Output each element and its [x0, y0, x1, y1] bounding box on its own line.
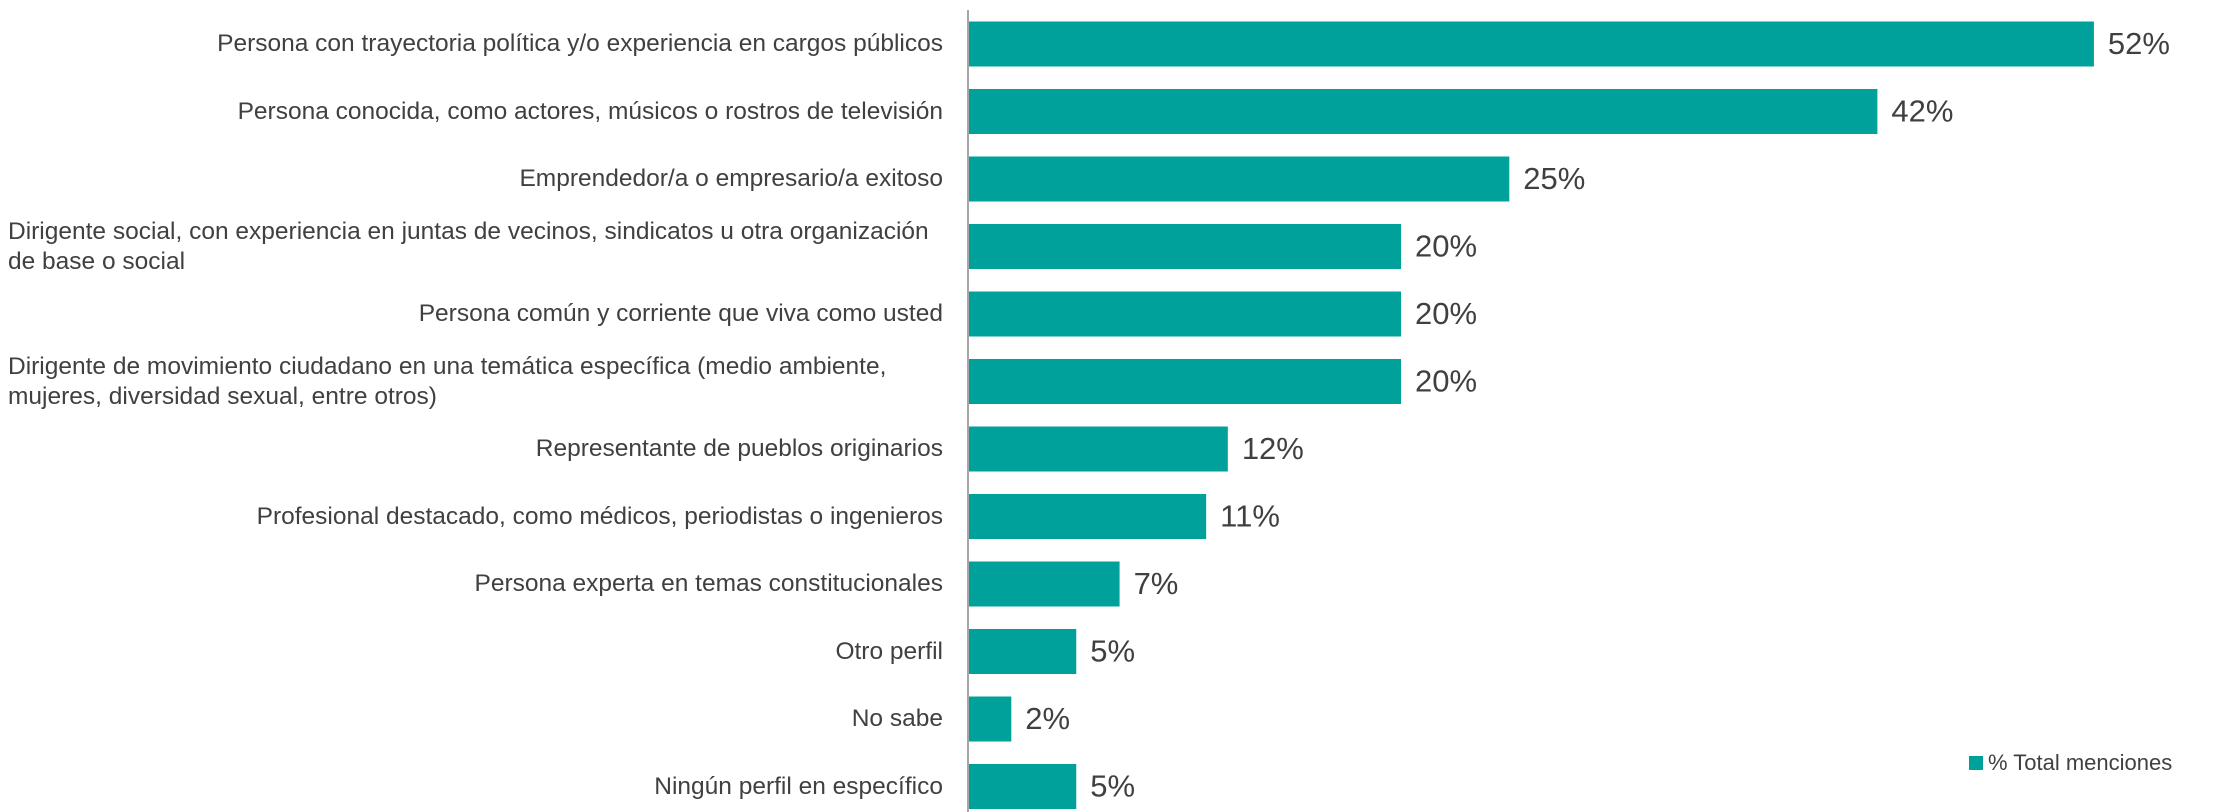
bar [968, 21, 2094, 67]
category-label: Representante de pueblos originarios [536, 416, 943, 483]
category-text: Emprendedor/a o empresario/a exitoso [519, 165, 943, 192]
category-label: Persona común y corriente que viva como … [419, 281, 943, 348]
bar [968, 629, 1077, 674]
category-label: Persona con trayectoria política y/o exp… [217, 11, 943, 78]
data-label: 20% [1415, 229, 1477, 264]
category-label: Dirigente de movimiento ciudadano en una… [8, 348, 943, 415]
data-label: 42% [1891, 94, 1953, 129]
category-label: Ningún perfil en específico [654, 753, 943, 812]
category-text: Otro perfil [835, 637, 943, 665]
bar [968, 156, 1510, 202]
category-text: Persona experta en temas constitucionale… [474, 570, 944, 597]
category-text: Representante de pueblos originarios [535, 435, 943, 462]
category-text: Persona con trayectoria política y/o exp… [217, 30, 943, 57]
data-label: 11% [1220, 499, 1280, 534]
data-label: 5% [1090, 769, 1135, 804]
category-label: No sabe [852, 686, 943, 753]
category-text: Profesional destacado, como médicos, per… [256, 502, 943, 530]
category-text: No sabe [851, 705, 943, 732]
bar [968, 494, 1207, 539]
category-text: Dirigente social, con experiencia en jun… [8, 217, 929, 275]
category-label: Persona conocida, como actores, músicos … [238, 78, 943, 145]
category-text: Dirigente de movimiento ciudadano en una… [8, 352, 887, 410]
bar [968, 224, 1402, 269]
category-label: Profesional destacado, como médicos, per… [257, 483, 943, 550]
data-label: 20% [1415, 364, 1477, 399]
data-label: 25% [1523, 161, 1585, 196]
category-label: Persona experta en temas constitucionale… [475, 551, 944, 618]
data-label: 7% [1134, 566, 1179, 601]
data-label: 5% [1090, 634, 1135, 669]
bar [968, 359, 1402, 404]
legend-label: % Total menciones [1988, 750, 2172, 775]
data-label: 2% [1025, 701, 1070, 736]
category-label: Otro perfil [835, 618, 943, 685]
legend-swatch [1969, 756, 1983, 770]
data-label: 20% [1415, 296, 1477, 331]
category-text: Persona común y corriente que viva como … [418, 300, 943, 327]
category-text: Persona conocida, como actores, músicos … [237, 97, 943, 125]
bar [968, 426, 1228, 472]
bar [968, 89, 1878, 134]
data-label: 52% [2108, 26, 2170, 61]
category-label: Dirigente social, con experiencia en jun… [8, 213, 943, 280]
bar [968, 764, 1077, 809]
data-label: 12% [1242, 431, 1304, 466]
bar [968, 561, 1120, 607]
category-label: Emprendedor/a o empresario/a exitoso [519, 146, 943, 213]
bar [968, 696, 1012, 742]
bar [968, 291, 1402, 337]
category-text: Ningún perfil en específico [654, 772, 943, 800]
